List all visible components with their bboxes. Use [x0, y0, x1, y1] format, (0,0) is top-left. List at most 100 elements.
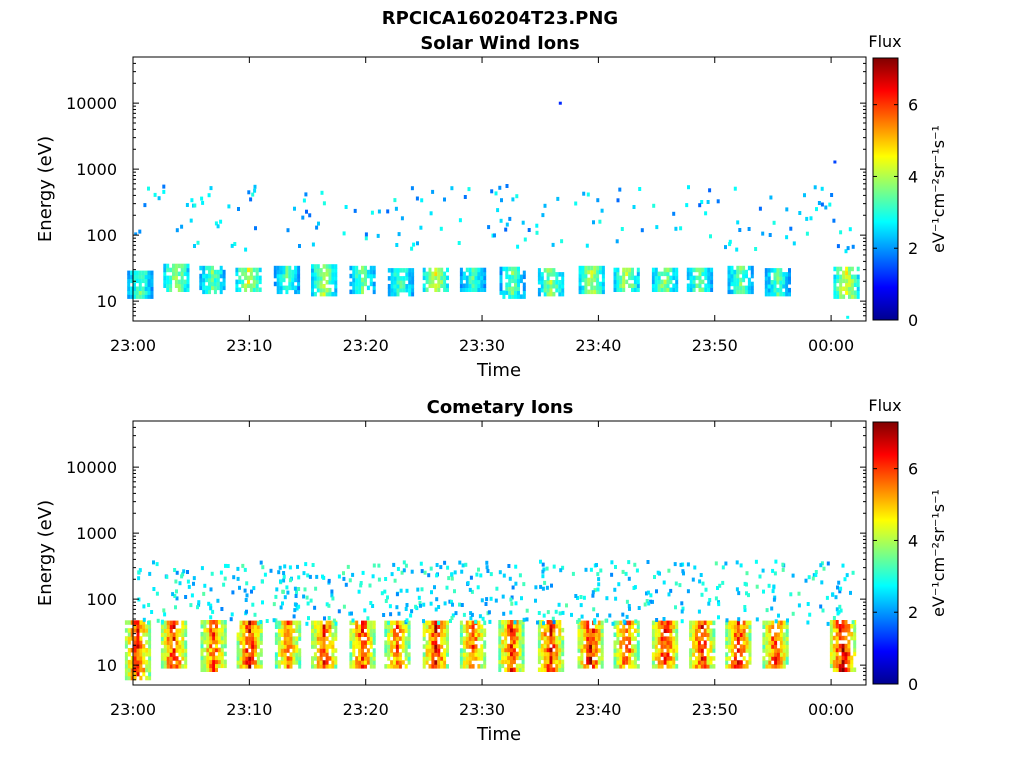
heatmap-cell: [282, 574, 286, 579]
heatmap-cell: [255, 267, 259, 273]
heatmap-cell: [384, 628, 388, 633]
heatmap-cell: [147, 294, 151, 299]
heatmap-cell: [733, 660, 737, 665]
heatmap-cell: [407, 660, 411, 665]
heatmap-cell: [617, 582, 621, 587]
heatmap-cell: [512, 655, 516, 661]
heatmap-cell: [313, 644, 317, 649]
heatmap-cell: [727, 273, 731, 279]
heatmap-cell: [622, 652, 626, 657]
heatmap-cell: [844, 635, 848, 641]
heatmap-cell: [285, 289, 289, 295]
heatmap-cell: [163, 283, 167, 288]
heatmap-cell: [474, 656, 478, 661]
heatmap-cell: [245, 652, 249, 657]
heatmap-cell: [832, 663, 836, 669]
heatmap-cell: [842, 270, 846, 276]
heatmap-cell: [692, 287, 696, 292]
heatmap-cell: [160, 648, 164, 653]
heatmap-cell: [142, 604, 146, 609]
heatmap-cell: [499, 270, 503, 276]
heatmap-cell: [590, 265, 594, 271]
heatmap-cell: [209, 643, 213, 649]
heatmap-cell: [835, 663, 839, 669]
heatmap-cell: [614, 596, 618, 601]
heatmap-cell: [459, 283, 463, 288]
heatmap-cell: [130, 628, 134, 633]
heatmap-cell: [280, 628, 284, 633]
heatmap-cell: [462, 636, 466, 641]
y-axis-label: Energy (eV): [35, 136, 56, 242]
heatmap-cell: [839, 290, 843, 295]
heatmap-cell: [833, 274, 837, 280]
heatmap-cell: [853, 635, 857, 641]
heatmap-cell: [735, 247, 739, 252]
heatmap-cell: [522, 294, 526, 299]
heatmap-cell: [718, 583, 722, 588]
heatmap-cell: [785, 640, 789, 645]
heatmap-cell: [577, 628, 581, 633]
heatmap-cell: [219, 570, 223, 575]
heatmap-cell: [393, 268, 397, 273]
heatmap-cell: [145, 663, 149, 669]
heatmap-cell: [465, 628, 469, 633]
heatmap-cell: [277, 640, 281, 645]
heatmap-cell: [662, 580, 666, 585]
heatmap-cell: [369, 632, 373, 637]
heatmap-cell: [127, 632, 131, 637]
heatmap-cell: [543, 268, 547, 273]
heatmap-cell: [712, 632, 716, 637]
heatmap-cell: [393, 652, 396, 657]
heatmap-cell: [236, 640, 240, 645]
heatmap-cell: [372, 265, 376, 271]
heatmap-cell: [209, 647, 213, 653]
heatmap-cell: [334, 648, 338, 653]
heatmap-cell: [420, 569, 424, 574]
heatmap-cell: [590, 277, 594, 283]
heatmap-cell: [586, 656, 590, 661]
heatmap-cell: [830, 193, 834, 197]
heatmap-cell: [546, 287, 550, 293]
heatmap-cell: [500, 198, 503, 203]
heatmap-cell: [580, 614, 584, 619]
heatmap-cell: [352, 285, 356, 291]
heatmap-cell: [502, 294, 506, 299]
heatmap-cell: [215, 639, 218, 645]
heatmap-cell: [689, 620, 693, 626]
heatmap-cell: [514, 266, 517, 272]
heatmap-cell: [431, 652, 435, 657]
y-tick-label: 1000: [76, 524, 117, 543]
heatmap-cell: [545, 566, 549, 571]
heatmap-cell: [686, 283, 690, 288]
heatmap-cell: [431, 624, 435, 629]
heatmap-cell: [689, 267, 693, 273]
heatmap-cell: [380, 591, 384, 596]
heatmap-cell: [256, 636, 260, 641]
heatmap-cell: [512, 667, 516, 672]
heatmap-cell: [405, 618, 409, 623]
heatmap-cell: [352, 660, 356, 665]
heatmap-cell: [252, 275, 256, 281]
heatmap-cell: [625, 644, 629, 649]
heatmap-cell: [768, 233, 772, 237]
heatmap-cell: [245, 624, 249, 629]
heatmap-cell: [651, 271, 655, 277]
heatmap-cell: [622, 636, 626, 641]
heatmap-cell: [217, 647, 221, 653]
heatmap-cell: [695, 660, 698, 665]
heatmap-cell: [212, 639, 216, 645]
heatmap-cell: [163, 640, 167, 645]
heatmap-cell: [366, 652, 370, 657]
heatmap-cell: [515, 643, 519, 649]
heatmap-cell: [592, 632, 595, 637]
heatmap-cell: [459, 664, 463, 669]
heatmap-cell: [393, 578, 397, 583]
heatmap-cell: [522, 290, 526, 295]
heatmap-cell: [256, 621, 260, 626]
heatmap-cell: [251, 624, 255, 629]
heatmap-cell: [217, 639, 221, 645]
heatmap-cell: [725, 660, 729, 665]
heatmap-cell: [848, 270, 851, 276]
heatmap-cell: [178, 664, 182, 669]
heatmap-cell: [358, 628, 362, 633]
